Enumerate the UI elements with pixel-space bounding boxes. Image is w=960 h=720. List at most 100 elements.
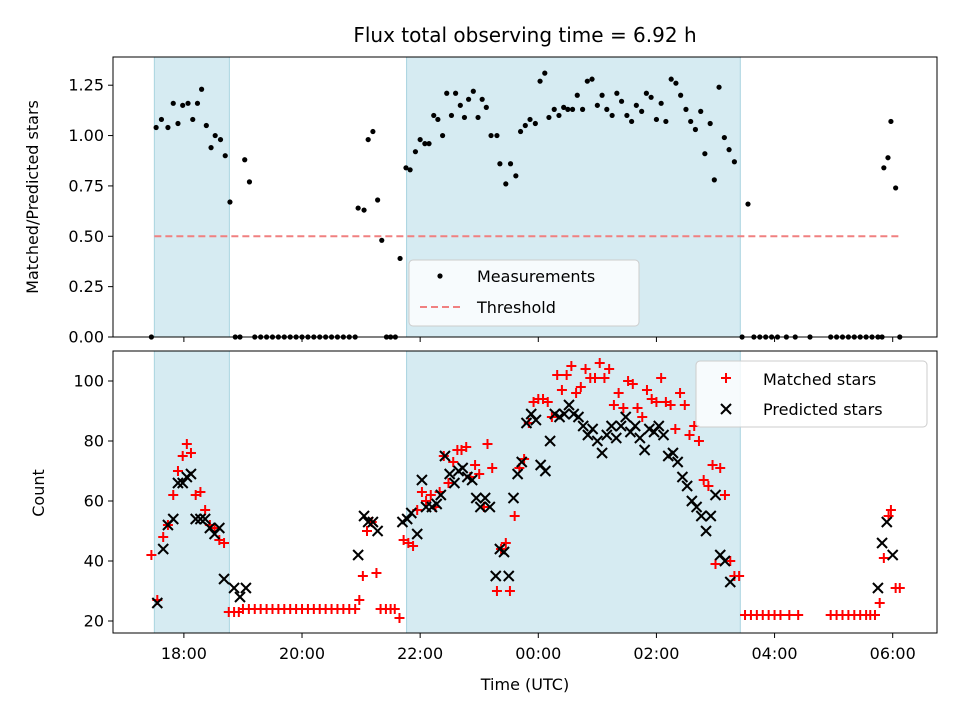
measurement-point-14 [217, 136, 224, 143]
predicted-point-5 [176, 477, 189, 489]
matched-point-74 [509, 511, 520, 521]
matched-point-10 [195, 487, 206, 497]
predicted-point-90 [709, 489, 722, 501]
measurement-point-112 [702, 151, 708, 157]
predicted-point-41 [479, 492, 491, 504]
matched-point-54 [421, 496, 432, 506]
measurement-point-60 [452, 90, 459, 96]
predicted-point-71 [620, 411, 632, 423]
measurement-point-110 [692, 126, 699, 133]
bottom-xtick-label-5: 04:00 [752, 644, 798, 663]
legend-measurements-label: Measurements [477, 267, 595, 286]
predicted-point-39 [470, 492, 482, 504]
matched-point-5 [172, 466, 183, 476]
legend-matched-label: Matched stars [763, 370, 876, 389]
measurement-point-87 [579, 106, 586, 112]
predicted-point-17 [240, 582, 252, 594]
measurement-point-89 [589, 76, 595, 82]
predicted-point-45 [498, 546, 510, 558]
matched-point-83 [552, 370, 563, 380]
bottom-predicted-points [151, 399, 899, 609]
predicted-point-59 [563, 399, 575, 411]
matched-point-48 [394, 613, 405, 623]
matched-point-96 [613, 388, 624, 398]
measurement-point-99 [639, 108, 645, 114]
measurement-point-103 [658, 100, 664, 106]
matched-point-73 [504, 586, 515, 596]
bottom-xtick-label-0: 18:00 [161, 644, 207, 663]
predicted-point-58 [558, 408, 570, 420]
predicted-point-74 [634, 432, 646, 444]
measurement-point-39 [355, 205, 361, 211]
measurement-point-76 [527, 116, 533, 123]
measurement-point-79 [542, 70, 548, 76]
predicted-point-33 [443, 468, 456, 480]
measurement-point-85 [569, 106, 576, 112]
bottom-ytick-label-3: 80 [84, 432, 104, 451]
matched-point-113 [693, 436, 704, 446]
bottom-legend-box [695, 360, 928, 428]
measurement-point-15 [222, 153, 228, 159]
predicted-point-20 [362, 516, 374, 528]
predicted-point-69 [610, 432, 622, 444]
top-legend-box [408, 259, 640, 327]
matched-point-142 [878, 553, 889, 563]
matched-point-108 [670, 424, 681, 434]
predicted-point-16 [234, 591, 246, 603]
bottom-ytick-label-2: 60 [84, 492, 104, 511]
matched-point-89 [580, 364, 591, 374]
matched-point-6 [177, 451, 188, 461]
top-legend: Measurements Threshold [408, 259, 640, 327]
matched-point-59 [443, 478, 454, 488]
measurement-point-104 [663, 118, 669, 125]
bottom-xtick-label-3: 00:00 [515, 644, 561, 663]
measurement-point-69 [494, 132, 500, 139]
measurement-point-71 [503, 181, 509, 187]
bottom-shaded-span-1 [406, 350, 741, 634]
matched-point-65 [470, 460, 481, 470]
measurement-point-95 [618, 98, 625, 104]
measurement-point-90 [594, 102, 600, 108]
matched-point-130 [784, 610, 795, 620]
matched-point-53 [416, 487, 427, 497]
top-ytick-label-5: 1.25 [68, 76, 104, 95]
measurement-point-97 [629, 118, 635, 125]
measurement-point-100 [643, 90, 649, 96]
legend-threshold-label: Threshold [476, 298, 556, 317]
matched-point-110 [679, 400, 690, 410]
measurement-point-77 [532, 120, 538, 127]
matched-point-95 [608, 400, 619, 410]
measurement-point-93 [609, 112, 615, 119]
measurement-point-43 [375, 197, 381, 203]
predicted-point-15 [228, 582, 240, 594]
top-y-axis-label: Matched/Predicted stars [23, 100, 42, 294]
legend-measurements-marker [437, 273, 443, 279]
measurement-point-102 [653, 116, 660, 123]
measurement-point-84 [565, 106, 571, 112]
predicted-point-84 [681, 480, 693, 492]
predicted-point-19 [358, 510, 370, 522]
measurement-point-42 [370, 128, 376, 135]
predicted-point-79 [657, 429, 670, 441]
measurement-point-98 [633, 102, 639, 108]
predicted-point-31 [435, 489, 447, 501]
predicted-point-13 [213, 522, 226, 534]
predicted-point-65 [591, 435, 604, 447]
matched-point-41 [361, 526, 372, 536]
top-ytick-label-0: 0.00 [68, 328, 104, 347]
predicted-point-92 [719, 555, 731, 567]
top-shaded-span-0 [153, 56, 230, 338]
measurement-point-44 [379, 237, 385, 243]
measurement-point-115 [716, 84, 722, 90]
matched-point-60 [448, 457, 459, 467]
predicted-point-32 [439, 450, 451, 462]
top-panel: 0.00 0.25 0.50 0.75 1.00 1.25 Flux total obse… [23, 23, 938, 347]
measurement-point-117 [726, 147, 732, 153]
bottom-legend: Matched stars Predicted stars [695, 360, 928, 428]
predicted-point-73 [629, 420, 641, 432]
top-ytick-label-2: 0.50 [68, 227, 104, 246]
matched-point-81 [542, 397, 553, 407]
predicted-point-38 [466, 474, 478, 486]
measurement-point-9 [194, 100, 201, 106]
